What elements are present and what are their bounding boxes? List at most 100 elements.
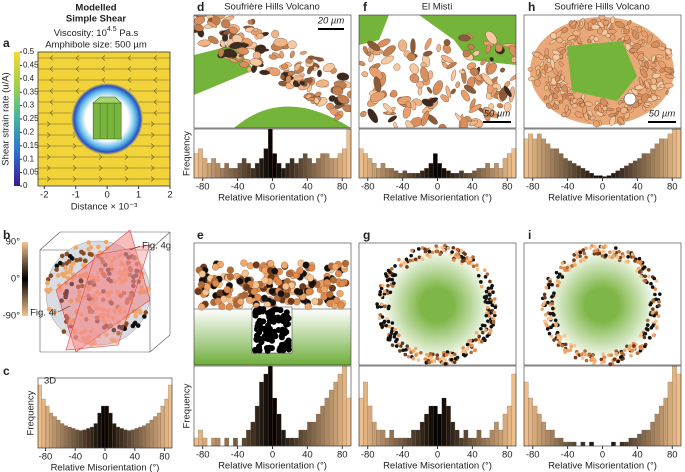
bar: [437, 413, 442, 447]
x-tick-label: -80: [526, 450, 540, 461]
bar: [632, 160, 638, 179]
bar: [380, 429, 386, 447]
model-crystal: [590, 356, 595, 361]
panel-title: El Misti: [422, 2, 453, 13]
plane-label: Fig. 4i: [30, 308, 56, 319]
grain: [285, 75, 292, 84]
model-crystal: [572, 343, 577, 348]
grain: [496, 103, 504, 109]
orientation-point: [143, 310, 149, 315]
bar: [224, 163, 230, 179]
bar: [268, 365, 273, 447]
model-crystal: [338, 279, 346, 288]
model-crystal: [603, 244, 608, 248]
bar: [545, 143, 551, 179]
bar: [554, 437, 560, 447]
bar: [198, 148, 203, 179]
orientation-point: [54, 263, 60, 269]
grain: [503, 102, 512, 112]
bar: [272, 397, 277, 447]
streamline-arrow: [127, 77, 132, 83]
model-crystal: [619, 355, 624, 359]
bar: [528, 133, 533, 179]
bar: [259, 381, 264, 447]
bar: [437, 163, 442, 179]
grain: [543, 63, 548, 72]
streamline-arrow: [150, 176, 155, 182]
grain: [641, 105, 647, 112]
panel-title: Soufrière Hills Volcano: [224, 2, 320, 13]
bar: [571, 441, 577, 447]
x-tick-label: 0: [270, 450, 275, 461]
bar: [628, 163, 634, 179]
model-crystal: [540, 307, 545, 311]
bar: [580, 168, 586, 179]
model-crystal: [302, 261, 310, 269]
model-crystal: [580, 356, 585, 360]
model-crystal: [243, 283, 251, 291]
x-tick-label: 40: [467, 450, 478, 461]
grain: [644, 102, 652, 106]
model-crystal: [435, 356, 440, 361]
bar: [628, 437, 634, 447]
bar: [281, 168, 286, 179]
bar: [358, 148, 364, 179]
grain: [423, 50, 433, 57]
bar: [329, 389, 334, 447]
grain: [229, 41, 243, 50]
grain: [359, 61, 366, 66]
streamline-arrow: [150, 132, 155, 138]
bar: [411, 172, 416, 179]
grain: [571, 103, 578, 109]
grain: [567, 35, 576, 41]
model-crystal: [454, 252, 459, 256]
model-crystal: [452, 352, 457, 357]
bar: [160, 405, 165, 449]
bar: [672, 365, 677, 447]
model-crystal: [440, 356, 445, 360]
grain: [367, 40, 381, 52]
grain: [609, 116, 616, 126]
grain: [565, 109, 571, 118]
model-crystal: [602, 359, 606, 364]
model-crystal: [463, 353, 467, 358]
colorbar: [14, 52, 20, 186]
x-tick-label: -2: [40, 190, 48, 201]
streamline-arrow: [98, 154, 103, 160]
bar: [45, 405, 50, 449]
x-tick-label: 80: [337, 450, 348, 461]
model-crystal: [578, 254, 582, 258]
model-crystal: [394, 344, 399, 348]
bar: [367, 158, 373, 179]
grain: [650, 67, 657, 72]
x-axis-label: Distance × 10⁻³: [71, 202, 138, 213]
grain: [441, 62, 448, 68]
model-crystal: [384, 323, 389, 328]
model-crystal: [553, 318, 558, 323]
grain: [615, 21, 625, 28]
orientation-point: [60, 271, 65, 277]
colorbar-tick-label: 0.35: [23, 87, 39, 96]
grain: [390, 90, 398, 98]
model-crystal: [479, 284, 484, 289]
bar: [480, 437, 486, 447]
bar: [415, 172, 421, 179]
bar: [619, 168, 625, 179]
model-crystal: [326, 290, 334, 298]
orientation-point: [111, 338, 116, 343]
model-crystal: [548, 311, 553, 316]
model-crystal: [428, 351, 433, 356]
bar: [507, 153, 512, 179]
model-crystal: [260, 318, 267, 325]
grain: [287, 70, 296, 77]
bar: [489, 429, 495, 447]
model-crystal: [390, 277, 395, 282]
bar: [476, 429, 482, 447]
colorbar-tick-label: 0.5: [23, 47, 35, 56]
bar: [342, 365, 347, 447]
grain: [508, 45, 516, 59]
model-crystal: [607, 254, 612, 259]
bar: [89, 426, 94, 449]
bar: [371, 163, 377, 179]
model-crystal: [651, 323, 655, 328]
